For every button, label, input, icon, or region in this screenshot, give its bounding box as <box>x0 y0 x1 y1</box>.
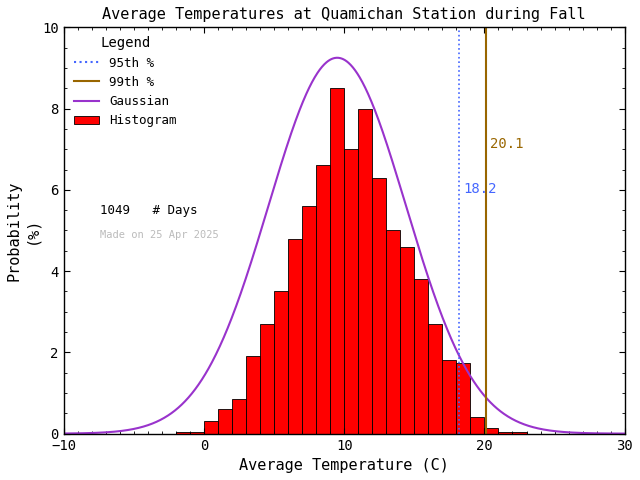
Bar <box>274 291 288 433</box>
Legend: 95th %, 99th %, Gaussian, Histogram: 95th %, 99th %, Gaussian, Histogram <box>69 31 182 132</box>
Bar <box>470 418 484 433</box>
Bar <box>372 178 387 433</box>
Bar <box>302 206 316 433</box>
Bar <box>246 357 260 433</box>
Bar <box>316 166 330 433</box>
Text: 20.1: 20.1 <box>490 137 524 151</box>
Bar <box>176 432 190 433</box>
Bar <box>387 230 400 433</box>
Bar <box>260 324 274 433</box>
Bar <box>400 247 414 433</box>
Bar <box>218 409 232 433</box>
Bar <box>442 360 456 433</box>
Title: Average Temperatures at Quamichan Station during Fall: Average Temperatures at Quamichan Statio… <box>102 7 586 22</box>
Text: Made on 25 Apr 2025: Made on 25 Apr 2025 <box>100 230 219 240</box>
Text: 18.2: 18.2 <box>463 182 497 196</box>
Bar <box>344 149 358 433</box>
Bar <box>428 324 442 433</box>
Bar <box>330 88 344 433</box>
Bar <box>190 432 204 433</box>
Bar <box>288 239 302 433</box>
Bar <box>513 432 527 433</box>
Bar <box>204 421 218 433</box>
Bar <box>232 399 246 433</box>
Bar <box>484 428 499 433</box>
X-axis label: Average Temperature (C): Average Temperature (C) <box>239 458 449 473</box>
Y-axis label: Probability
(%): Probability (%) <box>7 180 39 281</box>
Bar <box>414 279 428 433</box>
Bar <box>499 432 513 433</box>
Text: 1049   # Days: 1049 # Days <box>100 204 198 217</box>
Bar <box>456 362 470 433</box>
Bar <box>358 108 372 433</box>
